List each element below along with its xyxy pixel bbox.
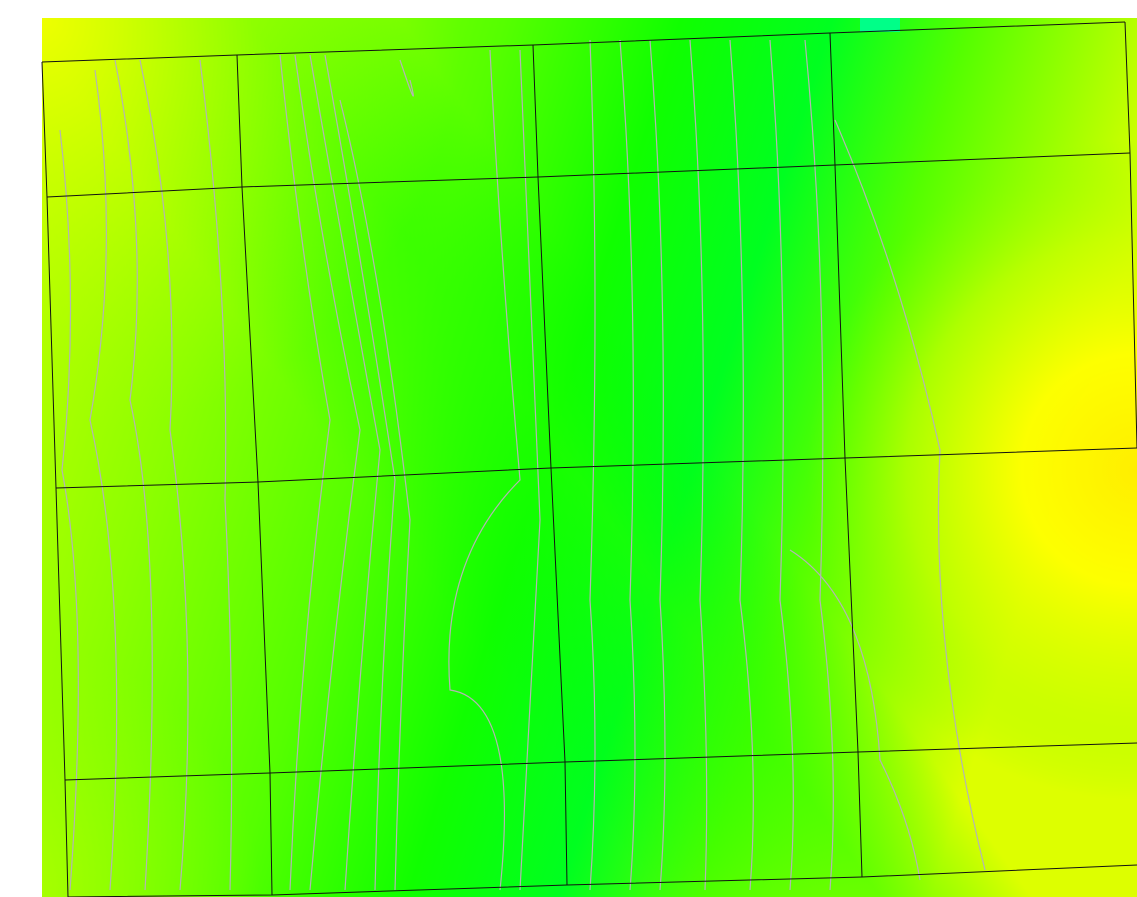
contour-line	[59, 129, 79, 891]
contour-line	[114, 59, 153, 891]
contour-line	[804, 39, 834, 891]
contour-line	[619, 39, 636, 891]
grid-line	[1124, 21, 1137, 449]
raster-right	[42, 18, 1137, 897]
contour-line	[89, 69, 118, 891]
contour-line	[649, 39, 666, 891]
contour-line	[789, 549, 921, 881]
contour-line	[399, 59, 414, 97]
contour-line	[589, 39, 596, 891]
contour-line	[294, 54, 361, 891]
grid-line	[532, 44, 568, 886]
contour-line	[139, 59, 189, 891]
contour-line	[309, 54, 381, 891]
contour-line	[199, 59, 233, 891]
contour-line	[519, 49, 541, 891]
contour-line	[689, 39, 708, 891]
contour-line	[729, 39, 754, 891]
contours	[59, 39, 986, 891]
contour-line	[448, 49, 521, 891]
grid-line	[236, 54, 273, 896]
raster	[42, 18, 1137, 897]
contour-line	[769, 39, 794, 891]
contour-line	[324, 54, 396, 891]
grid-line	[829, 32, 863, 878]
grid-line	[41, 61, 69, 897]
grid	[41, 21, 1137, 897]
raster-cyan-patch	[860, 18, 900, 32]
contour-line	[834, 119, 986, 871]
contour-line	[339, 99, 411, 891]
contour-line	[279, 54, 331, 891]
